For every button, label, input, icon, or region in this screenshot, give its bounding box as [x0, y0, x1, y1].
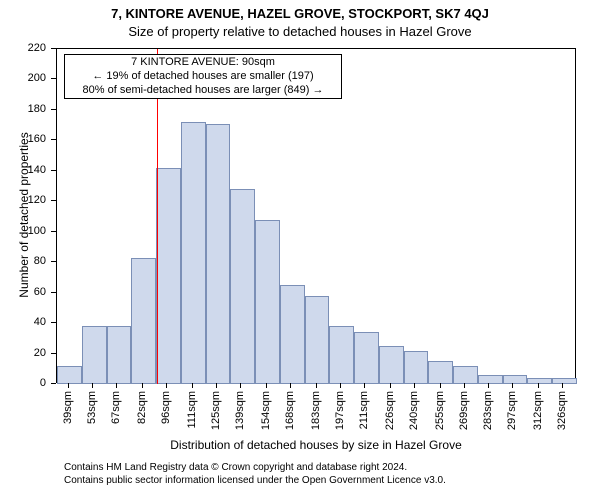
x-tick-label: 96sqm: [160, 391, 172, 424]
histogram-bar: [478, 375, 503, 384]
x-tick-label: 168sqm: [284, 391, 296, 430]
annotation-line: 80% of semi-detached houses are larger (…: [69, 84, 337, 98]
y-tick-label: 200: [0, 72, 46, 84]
x-tick-mark: [192, 383, 193, 388]
x-tick-mark: [216, 383, 217, 388]
x-tick-mark: [414, 383, 415, 388]
y-tick-mark: [51, 200, 56, 201]
annotation-line: 7 KINTORE AVENUE: 90sqm: [69, 56, 337, 70]
x-tick-label: 240sqm: [408, 391, 420, 430]
y-tick-label: 60: [0, 286, 46, 298]
x-tick-mark: [316, 383, 317, 388]
x-tick-mark: [290, 383, 291, 388]
chart-title: 7, KINTORE AVENUE, HAZEL GROVE, STOCKPOR…: [0, 6, 600, 21]
footer-text: Contains HM Land Registry data © Crown c…: [64, 462, 446, 487]
y-tick-label: 20: [0, 347, 46, 359]
histogram-bar: [107, 326, 132, 384]
x-tick-mark: [562, 383, 563, 388]
x-tick-label: 297sqm: [506, 391, 518, 430]
x-tick-mark: [512, 383, 513, 388]
histogram-bar: [379, 346, 404, 384]
y-tick-mark: [51, 292, 56, 293]
histogram-bar: [404, 351, 429, 385]
histogram-bar: [57, 366, 82, 384]
x-tick-label: 111sqm: [186, 391, 198, 429]
histogram-bar: [82, 326, 107, 384]
marker-line: [157, 49, 158, 384]
histogram-bar: [280, 285, 305, 384]
x-tick-label: 183sqm: [310, 391, 322, 430]
x-tick-mark: [488, 383, 489, 388]
histogram-bar: [131, 258, 156, 384]
x-tick-mark: [364, 383, 365, 388]
x-tick-mark: [390, 383, 391, 388]
y-tick-label: 120: [0, 194, 46, 206]
x-tick-mark: [464, 383, 465, 388]
histogram-bar: [255, 220, 280, 384]
histogram-bar: [181, 122, 206, 384]
x-tick-mark: [538, 383, 539, 388]
histogram-bar: [552, 378, 577, 384]
histogram-bar: [428, 361, 453, 384]
y-tick-label: 0: [0, 377, 46, 389]
y-tick-mark: [51, 170, 56, 171]
x-tick-mark: [266, 383, 267, 388]
y-tick-mark: [51, 322, 56, 323]
x-tick-label: 197sqm: [334, 391, 346, 430]
annotation-line: ← 19% of detached houses are smaller (19…: [69, 70, 337, 84]
x-tick-label: 326sqm: [556, 391, 568, 430]
y-tick-label: 180: [0, 103, 46, 115]
y-tick-mark: [51, 109, 56, 110]
y-tick-mark: [51, 261, 56, 262]
y-tick-mark: [51, 383, 56, 384]
x-tick-mark: [440, 383, 441, 388]
histogram-bar: [206, 124, 231, 384]
y-tick-label: 140: [0, 164, 46, 176]
y-tick-mark: [51, 353, 56, 354]
y-tick-label: 100: [0, 225, 46, 237]
y-tick-label: 40: [0, 316, 46, 328]
x-tick-label: 211sqm: [358, 391, 370, 429]
y-tick-mark: [51, 78, 56, 79]
x-tick-label: 154sqm: [260, 391, 272, 430]
chart-subtitle: Size of property relative to detached ho…: [0, 24, 600, 39]
y-tick-label: 80: [0, 255, 46, 267]
y-tick-label: 160: [0, 133, 46, 145]
x-tick-label: 255sqm: [434, 391, 446, 430]
x-axis-label: Distribution of detached houses by size …: [56, 438, 576, 452]
x-tick-mark: [166, 383, 167, 388]
x-tick-label: 283sqm: [482, 391, 494, 430]
histogram-bar: [354, 332, 379, 384]
x-tick-label: 226sqm: [384, 391, 396, 430]
x-tick-label: 67sqm: [110, 391, 122, 424]
x-tick-label: 53sqm: [86, 391, 98, 424]
x-tick-label: 82sqm: [136, 391, 148, 424]
y-tick-mark: [51, 139, 56, 140]
x-tick-label: 139sqm: [234, 391, 246, 430]
y-tick-label: 220: [0, 42, 46, 54]
histogram-bar: [329, 326, 354, 384]
x-tick-mark: [142, 383, 143, 388]
x-tick-label: 312sqm: [532, 391, 544, 430]
x-tick-mark: [116, 383, 117, 388]
histogram-bar: [503, 375, 528, 384]
y-tick-mark: [51, 231, 56, 232]
x-tick-mark: [68, 383, 69, 388]
x-tick-label: 39sqm: [62, 391, 74, 424]
x-tick-mark: [240, 383, 241, 388]
annotation-box: 7 KINTORE AVENUE: 90sqm← 19% of detached…: [64, 54, 342, 99]
footer-line: Contains public sector information licen…: [64, 475, 446, 488]
y-tick-mark: [51, 48, 56, 49]
footer-line: Contains HM Land Registry data © Crown c…: [64, 462, 446, 475]
x-tick-mark: [340, 383, 341, 388]
histogram-bar: [156, 168, 181, 384]
histogram-bar: [453, 366, 478, 384]
histogram-bar: [230, 189, 255, 384]
x-tick-label: 269sqm: [458, 391, 470, 430]
x-tick-mark: [92, 383, 93, 388]
histogram-bar: [527, 378, 552, 384]
x-tick-label: 125sqm: [210, 391, 222, 430]
histogram-bar: [305, 296, 330, 384]
